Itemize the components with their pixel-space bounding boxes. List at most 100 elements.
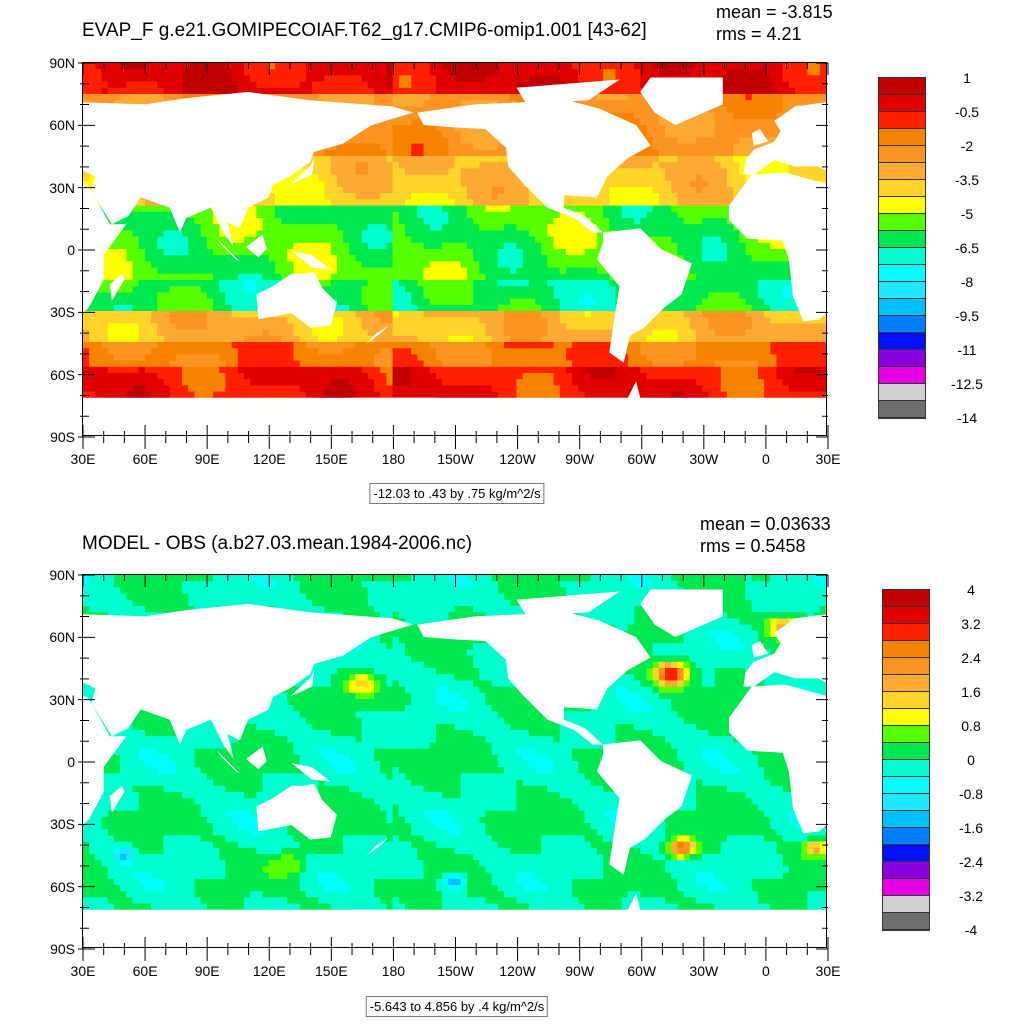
field-cell [299, 94, 307, 101]
field-cell [429, 304, 437, 312]
field-cell [665, 131, 672, 138]
field-cell [386, 174, 393, 182]
field-cell [745, 106, 753, 114]
field-cell [386, 193, 393, 200]
field-cell [144, 69, 152, 76]
field-cell [380, 87, 387, 95]
field-cell [95, 94, 102, 101]
field-cell [726, 286, 734, 293]
field-cell [429, 180, 437, 188]
field-cell [572, 69, 579, 76]
field-cell [101, 87, 109, 95]
field-cell [473, 273, 480, 281]
field-cell [739, 168, 746, 176]
field-cell [658, 242, 666, 250]
field-cell [491, 286, 499, 293]
field-cell [522, 205, 530, 213]
field-cell [782, 249, 790, 256]
field-cell [510, 94, 517, 101]
field-cell [714, 236, 722, 244]
field-cell [169, 242, 177, 250]
field-cell [720, 292, 728, 300]
field-cell [268, 267, 276, 275]
field-cell [250, 211, 257, 219]
field-cell [683, 199, 691, 207]
field-cell [268, 193, 276, 200]
field-cell [163, 255, 171, 262]
field-cell [689, 286, 697, 293]
field-cell [380, 174, 387, 182]
field-cell [782, 69, 790, 76]
field-cell [380, 261, 387, 269]
field-cell [559, 242, 567, 250]
field-cell [782, 298, 790, 306]
field-cell [349, 137, 356, 145]
field-cell [120, 298, 127, 306]
field-cell [516, 261, 524, 269]
field-cell [200, 273, 208, 281]
field-cell [627, 174, 635, 182]
field-cell [726, 255, 734, 262]
field-cell [101, 298, 109, 306]
field-cell [466, 273, 474, 281]
field-cell [702, 230, 709, 238]
field-cell [627, 193, 635, 200]
field-cell [702, 118, 709, 126]
field-cell [807, 100, 815, 107]
field-cell [807, 81, 815, 89]
field-cell [621, 187, 629, 194]
field-cell [287, 317, 294, 324]
field-cell [83, 311, 90, 318]
field-cell [324, 261, 332, 269]
field-cell [534, 280, 542, 287]
field-cell [442, 149, 449, 157]
field-cell [510, 261, 517, 269]
field-cell [689, 311, 697, 318]
field-cell [497, 218, 505, 225]
field-cell [491, 242, 499, 250]
field-cell [770, 261, 777, 269]
field-cell [182, 69, 189, 76]
field-cell [658, 224, 666, 231]
field-cell [132, 69, 140, 76]
field-cell [126, 63, 133, 70]
field-cell [386, 249, 393, 256]
field-cell [398, 199, 406, 207]
field-cell [807, 174, 815, 182]
field-cell [510, 255, 517, 262]
field-cell [720, 261, 728, 269]
field-cell [374, 292, 381, 300]
field-cell [367, 156, 375, 163]
field-cell [231, 292, 239, 300]
field-cell [497, 180, 505, 188]
field-cell [534, 224, 542, 231]
field-cell [336, 156, 344, 163]
field-cell [262, 75, 270, 83]
field-cell [157, 75, 164, 83]
field-cell [466, 199, 474, 207]
field-cell [665, 180, 672, 188]
field-cell [138, 224, 146, 231]
field-cell [188, 298, 195, 306]
field-cell [615, 286, 623, 293]
field-cell [386, 118, 393, 126]
field-cell [336, 69, 344, 76]
field-cell [739, 118, 746, 126]
field-cell [640, 125, 647, 132]
field-cell [299, 187, 307, 194]
field-cell [609, 180, 616, 188]
field-cell [231, 311, 239, 318]
field-cell [609, 87, 616, 95]
field-cell [454, 156, 462, 163]
field-cell [132, 267, 140, 275]
field-cell [596, 242, 604, 250]
field-cell [256, 224, 263, 231]
field-cell [596, 273, 604, 281]
field-cell [640, 205, 647, 213]
field-cell [547, 81, 554, 89]
field-cell [504, 205, 511, 213]
field-cell [374, 317, 381, 324]
field-cell [256, 255, 263, 262]
field-cell [157, 236, 164, 244]
field-cell [634, 87, 641, 95]
